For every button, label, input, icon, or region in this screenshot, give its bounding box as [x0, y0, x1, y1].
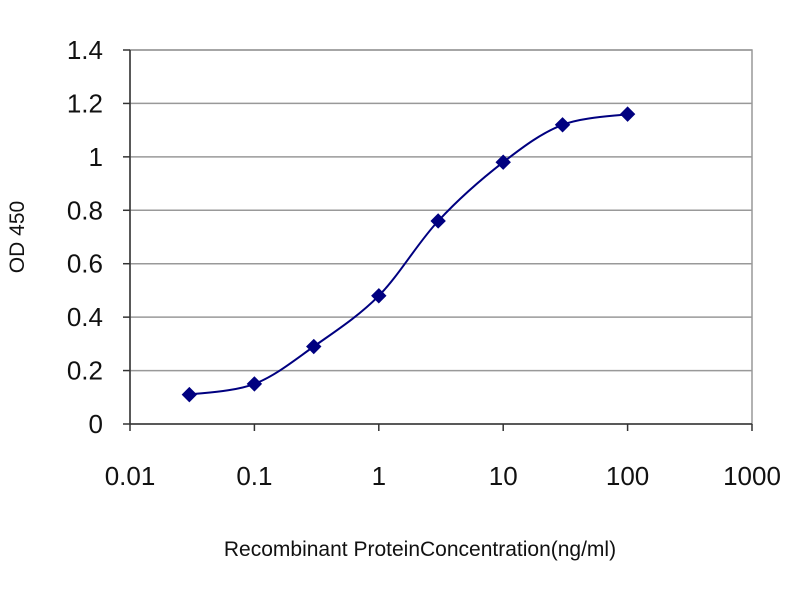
data-point-marker	[619, 106, 636, 122]
series-line	[189, 113, 628, 396]
x-tick-label: 100	[606, 461, 649, 491]
data-point-marker	[246, 376, 263, 392]
x-tick-label: 10	[489, 461, 518, 491]
data-point-marker	[430, 213, 446, 229]
y-tick-label: 0.2	[67, 356, 103, 386]
x-tick-labels: 0.01 0.1 1 10 100 1000	[105, 461, 781, 491]
y-axis-title: OD 450	[6, 201, 29, 273]
x-tick-label: 0.01	[105, 461, 156, 491]
data-point-marker	[306, 338, 322, 355]
x-tick-label: 1	[372, 461, 386, 491]
y-tick-label: 0.6	[67, 249, 103, 279]
y-tick-label: 1	[89, 142, 103, 172]
y-tick-label: 1.2	[67, 88, 103, 118]
y-tick-label: 0.4	[67, 302, 103, 332]
gridlines	[123, 49, 752, 425]
data-point-marker	[371, 288, 387, 304]
x-axis-title: Recombinant ProteinConcentration(ng/ml)	[224, 538, 616, 561]
series-group	[181, 106, 636, 403]
y-tick-label: 0.8	[67, 195, 103, 225]
data-point-marker	[554, 117, 571, 133]
y-tick-label: 0	[89, 409, 103, 439]
plot-area	[129, 49, 753, 425]
axes	[129, 50, 753, 431]
x-tick-label: 1000	[723, 461, 781, 491]
x-tick-label: 0.1	[236, 461, 272, 491]
y-tick-labels: 0 0.2 0.4 0.6 0.8 1 1.2 1.4	[67, 35, 103, 439]
data-point-marker	[495, 154, 511, 170]
y-tick-label: 1.4	[67, 35, 103, 65]
data-point-marker	[181, 386, 198, 403]
